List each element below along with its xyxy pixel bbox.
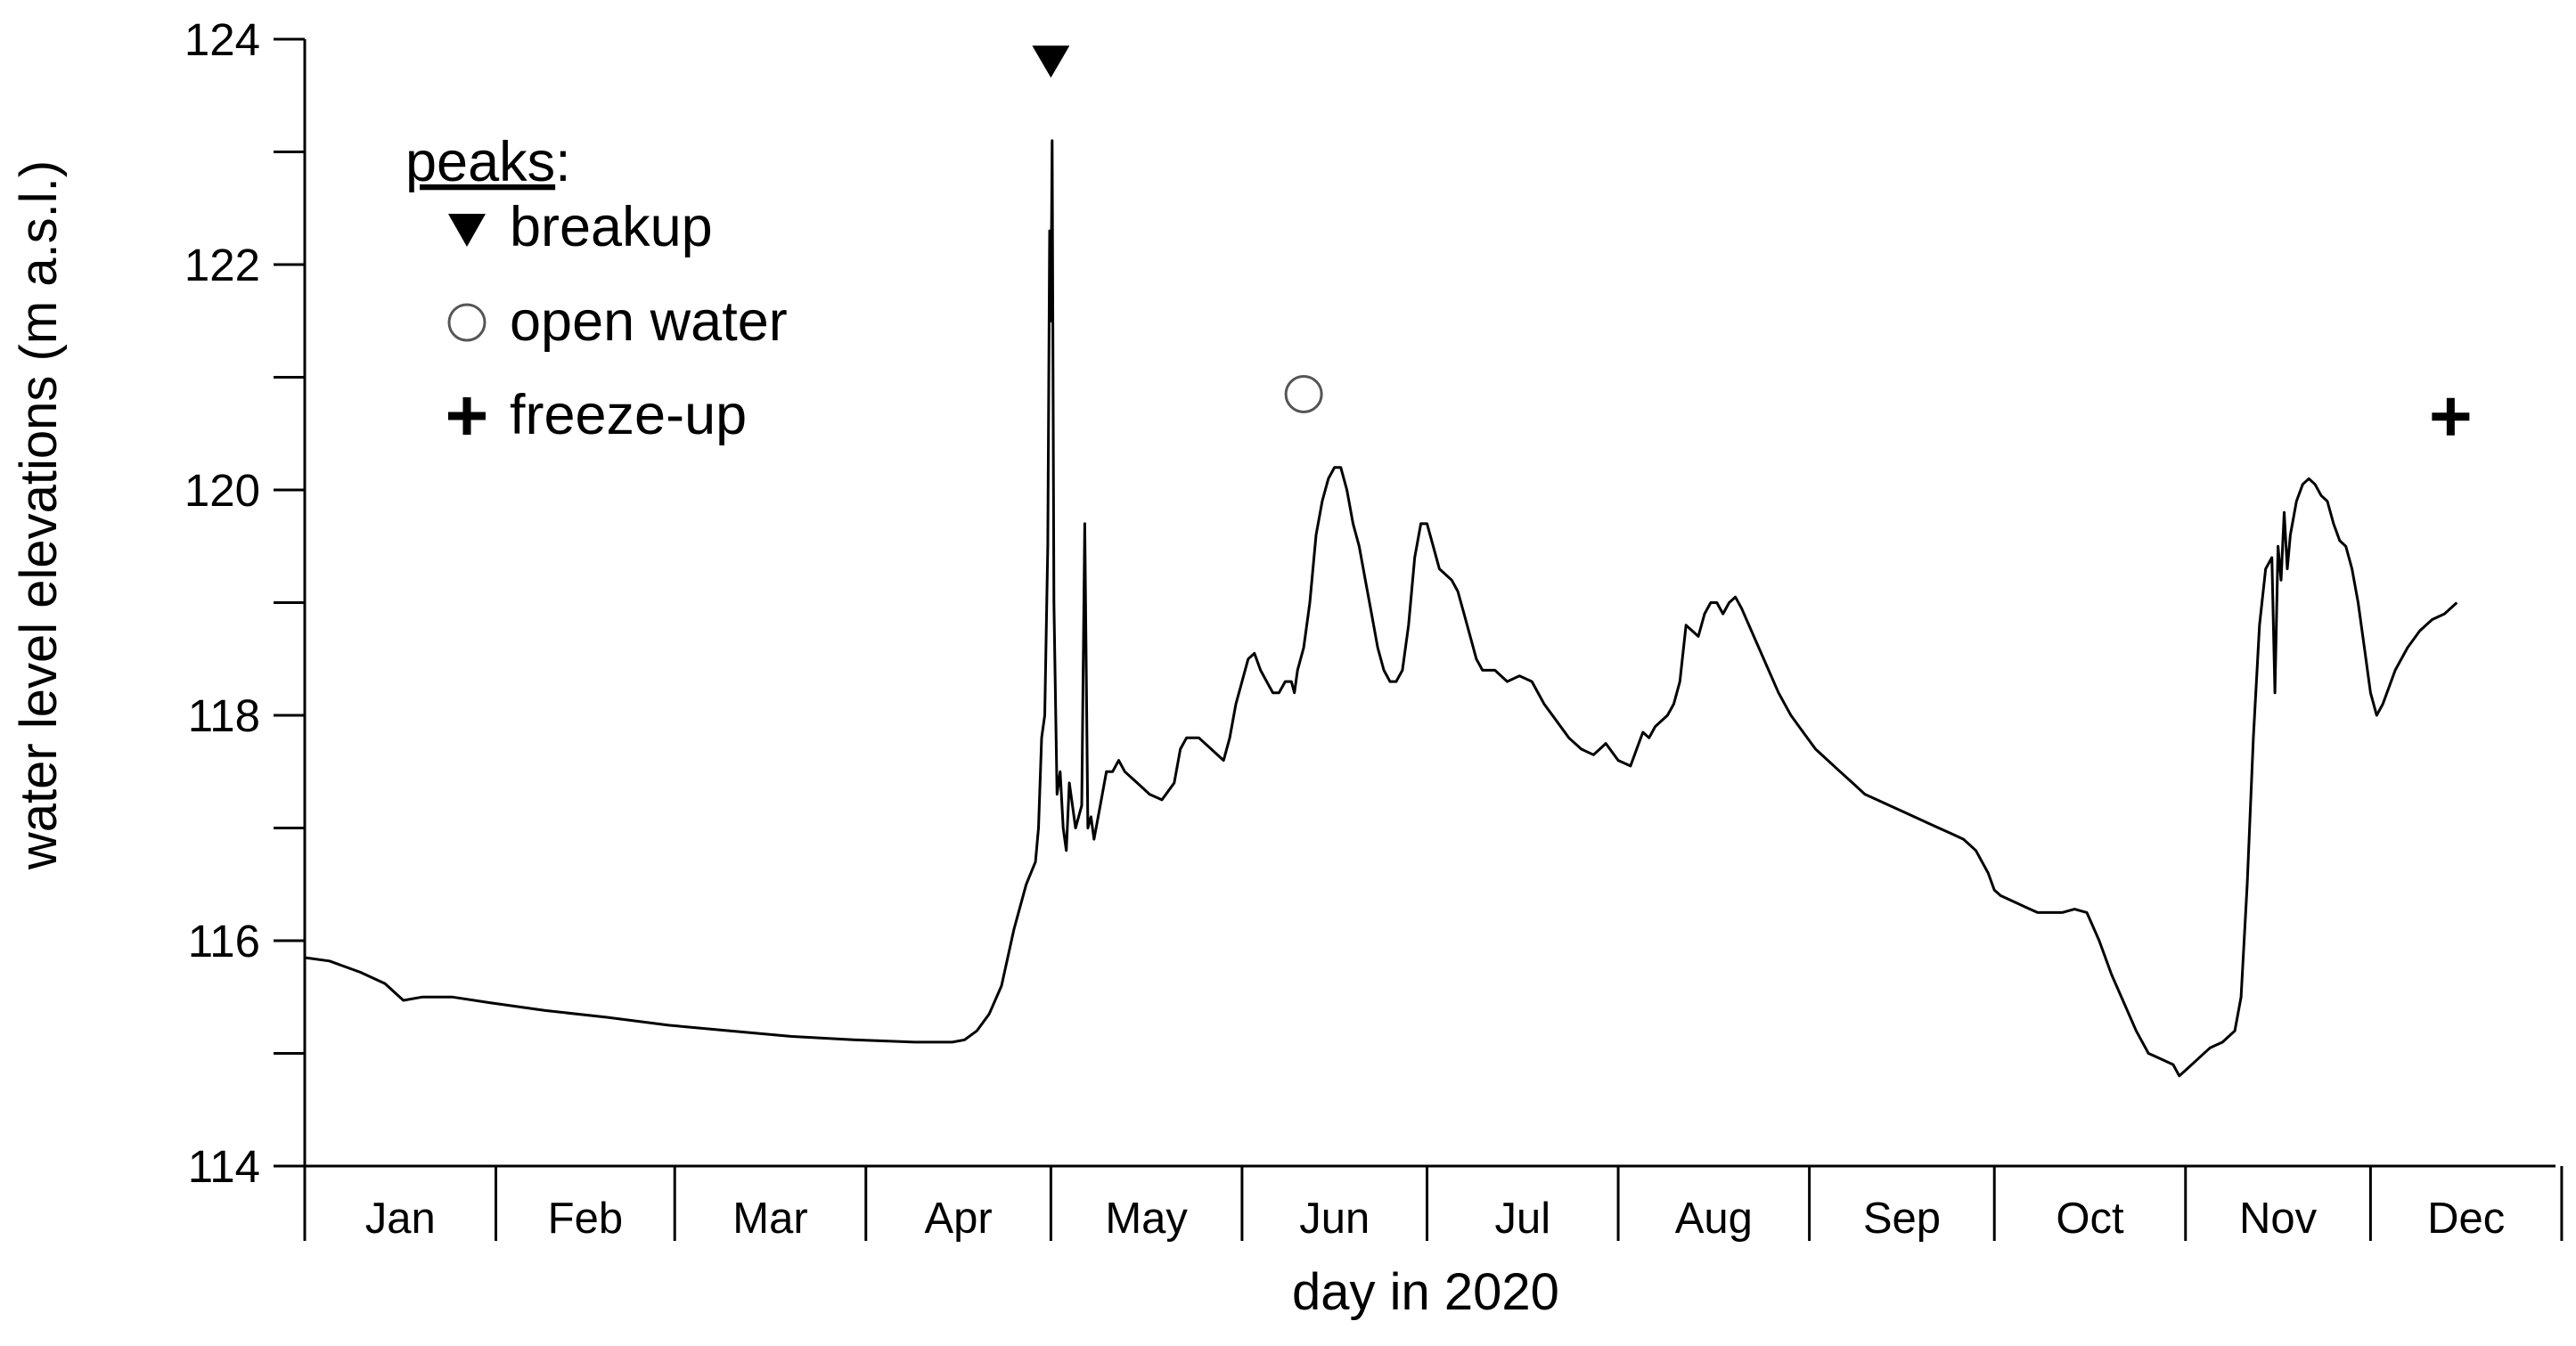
- y-tick-label: 118: [188, 690, 260, 741]
- x-tick-label: Nov: [2239, 1195, 2318, 1243]
- peak-marker-freeze-up: [2432, 397, 2470, 436]
- legend-open-water-marker: [447, 303, 487, 342]
- peak-marker-breakup: [1032, 45, 1070, 78]
- x-tick-label: Jan: [365, 1195, 436, 1243]
- legend: peaks: breakup open water freeze-up: [405, 131, 788, 446]
- legend-title-suffix: :: [555, 131, 571, 193]
- y-tick-label: 114: [188, 1141, 260, 1192]
- axes: [274, 37, 2564, 1241]
- y-tick-label: 116: [188, 916, 260, 967]
- series-line-0: [304, 139, 2458, 1078]
- x-axis-title: day in 2020: [1292, 1263, 1559, 1321]
- x-tick-label: Oct: [2056, 1195, 2124, 1243]
- legend-breakup-marker: [448, 214, 486, 247]
- x-tick-label: Jul: [1494, 1195, 1550, 1243]
- y-axis-title: water level elevations (m a.s.l.): [10, 160, 68, 870]
- x-tick-label: Mar: [732, 1195, 807, 1243]
- legend-title: peaks:: [405, 131, 571, 193]
- y-tick-label: 124: [184, 14, 260, 65]
- legend-title-text: peaks: [405, 131, 555, 193]
- x-tick-label: Apr: [924, 1195, 992, 1243]
- x-tick-label: Feb: [548, 1195, 623, 1243]
- legend-label-open-water: open water: [510, 290, 788, 353]
- series: [304, 139, 2458, 1078]
- legend-label-freeze-up: freeze-up: [510, 384, 747, 446]
- tick-labels: 114 116 118 120 122 124 Jan Feb Mar Apr May Jun Jul A…: [184, 14, 2505, 1243]
- y-tick-label: 122: [184, 240, 260, 290]
- legend-label-breakup: breakup: [510, 196, 713, 258]
- peak-markers: [1032, 45, 2470, 436]
- x-tick-label: May: [1105, 1195, 1188, 1243]
- x-tick-label: Aug: [1675, 1195, 1753, 1243]
- legend-freeze-up-marker: [448, 397, 486, 435]
- x-tick-label: Jun: [1299, 1195, 1370, 1243]
- y-tick-label: 120: [184, 465, 260, 516]
- x-tick-label: Dec: [2427, 1195, 2505, 1243]
- x-tick-label: Sep: [1863, 1195, 1941, 1243]
- peak-marker-open-water: [1284, 374, 1323, 413]
